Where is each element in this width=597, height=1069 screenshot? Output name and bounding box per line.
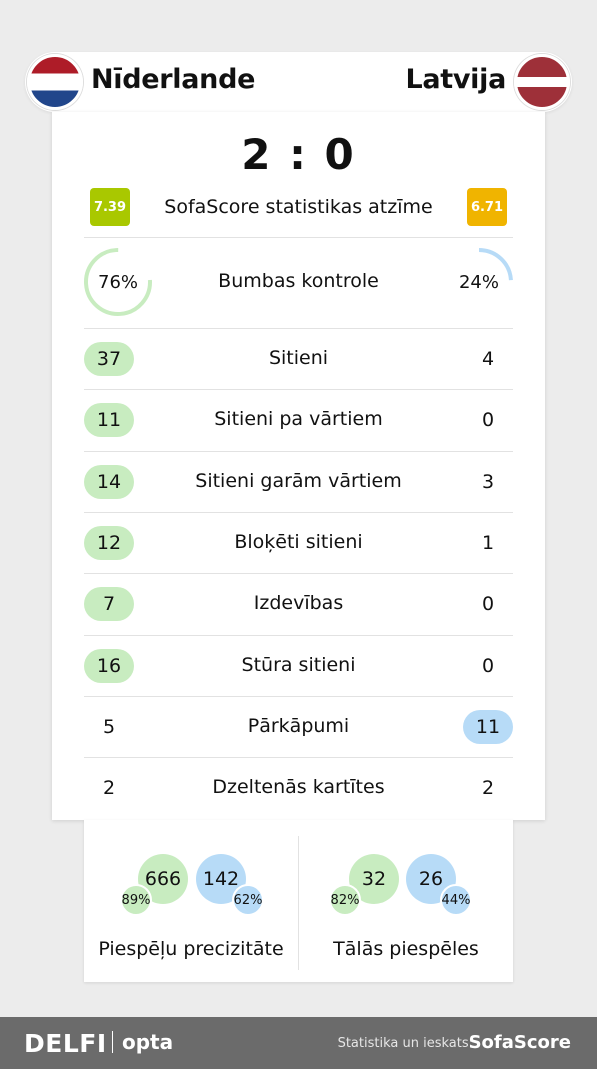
away-possession-ring <box>445 248 513 316</box>
stat-label: Sitieni garām vārtiem <box>195 469 402 492</box>
stat-label: Sitieni pa vārtiem <box>214 408 383 431</box>
stat-row: 14 Sitieni garām vārtiem 3 <box>52 451 545 512</box>
stat-label: Bloķēti sitieni <box>234 530 363 553</box>
divider <box>84 237 513 238</box>
stat-away-value: 1 <box>481 531 495 554</box>
accuracy-home-pct: 89% <box>120 884 152 916</box>
away-possession-value: 24% <box>458 272 499 293</box>
stat-row: 16 Stūra sitieni 0 <box>52 635 545 696</box>
stat-home-value: 12 <box>84 525 134 560</box>
rating-label: SofaScore statistikas atzīme <box>164 196 433 218</box>
stat-row: 12 Bloķēti sitieni 1 <box>52 512 545 573</box>
stat-away-value: 4 <box>481 348 495 370</box>
delfi-logo: DELFI <box>24 1029 107 1058</box>
accuracy-home-total: 666 <box>138 854 188 904</box>
stat-away-value: 11 <box>463 709 513 744</box>
rating-row: 7.39 SofaScore statistikas atzīme 6.71 <box>52 188 545 228</box>
long-home-total: 32 <box>349 854 399 904</box>
accuracy-away-pct: 62% <box>232 884 264 916</box>
divider <box>84 328 513 329</box>
long-home-pct: 82% <box>329 884 361 916</box>
home-possession-value: 76% <box>98 272 139 293</box>
divider <box>84 511 513 513</box>
stat-home-value: 11 <box>84 403 134 438</box>
divider <box>84 695 513 697</box>
stat-label: Dzeltenās kartītes <box>212 776 385 799</box>
passes-card: 666 89% 142 62% Piespēļu precizitāte 32 … <box>84 820 513 982</box>
long-away-total: 26 <box>406 854 456 904</box>
stat-row: 37 Sitieni 4 <box>52 328 545 389</box>
divider <box>84 450 513 452</box>
stat-away-value: 0 <box>481 593 495 616</box>
stat-home-value: 5 <box>102 715 116 738</box>
match-header: Nīderlande Latvija <box>25 52 572 112</box>
stat-row: 2 Dzeltenās kartītes 2 <box>52 757 545 818</box>
stat-label: Izdevības <box>253 592 344 615</box>
footer: DELFI opta Statistika un ieskats: SofaSc… <box>0 1017 597 1069</box>
possession-label: Bumbas kontrole <box>218 270 379 292</box>
stat-label: Sitieni <box>268 347 329 369</box>
stats-card: 2 : 0 7.39 SofaScore statistikas atzīme … <box>52 112 545 820</box>
stat-home-value: 37 <box>84 342 134 376</box>
stat-row: 11 Sitieni pa vārtiem 0 <box>52 389 545 450</box>
long-away-pct: 44% <box>440 884 472 916</box>
divider <box>84 389 513 391</box>
sofascore-logo: SofaScore <box>468 1032 571 1053</box>
away-rating-badge: 6.71 <box>467 188 507 226</box>
stat-home-value: 2 <box>102 777 116 800</box>
divider <box>84 757 513 759</box>
opta-logo: opta <box>122 1030 174 1054</box>
match-score: 2 : 0 <box>241 130 356 179</box>
stat-home-value: 16 <box>84 648 134 683</box>
accuracy-title: Piespēļu precizitāte <box>98 938 284 960</box>
stat-away-value: 3 <box>481 470 495 493</box>
divider <box>298 836 299 970</box>
stat-home-value: 14 <box>84 464 134 499</box>
stat-row: 7 Izdevības 0 <box>52 573 545 634</box>
divider <box>84 573 513 575</box>
long-title: Tālās piespēles <box>333 938 479 960</box>
stat-away-value: 0 <box>481 409 495 432</box>
stat-home-value: 7 <box>84 587 134 622</box>
home-rating-badge: 7.39 <box>90 188 130 226</box>
footer-separator <box>112 1031 113 1053</box>
home-possession-ring <box>84 248 152 316</box>
stat-row: 5 Pārkāpumi 11 <box>52 696 545 757</box>
credit-text: Statistika un ieskats: <box>337 1036 473 1051</box>
home-team-name: Nīderlande <box>91 64 256 95</box>
stat-away-value: 0 <box>481 654 495 677</box>
possession-row: 76% Bumbas kontrole 24% <box>52 238 545 328</box>
latvia-flag-icon <box>514 54 570 110</box>
stat-away-value: 2 <box>481 777 495 800</box>
stat-label: Stūra sitieni <box>241 653 356 676</box>
divider <box>84 634 513 636</box>
away-team-name: Latvija <box>405 64 506 95</box>
netherlands-flag-icon <box>27 54 83 110</box>
stat-label: Pārkāpumi <box>247 714 350 737</box>
